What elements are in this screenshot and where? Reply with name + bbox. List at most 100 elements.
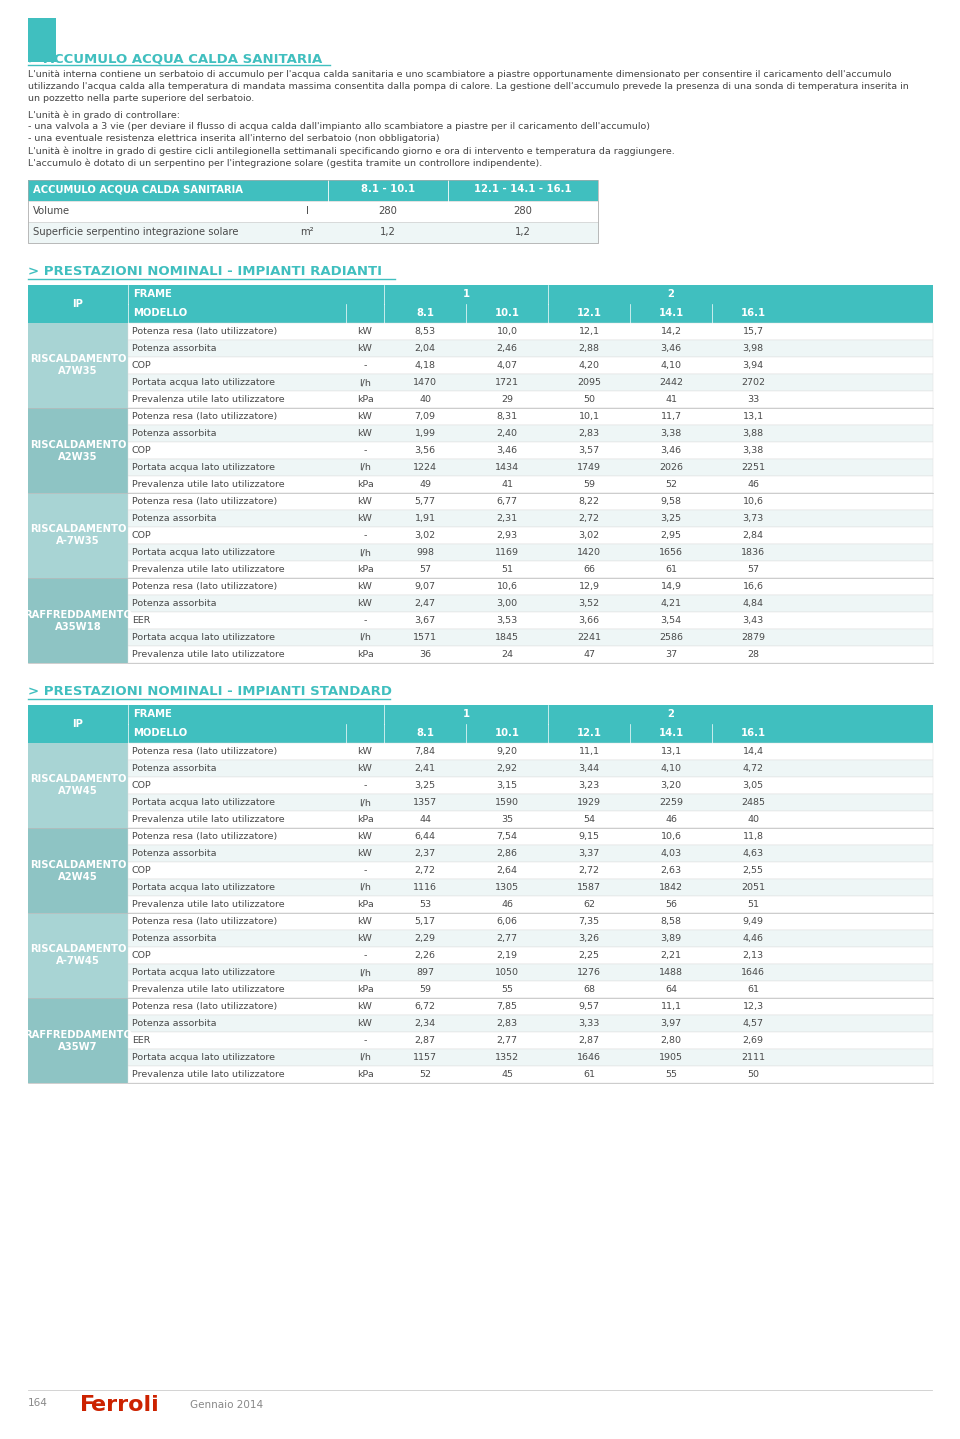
Text: 2095: 2095 (577, 378, 601, 387)
Text: 11,7: 11,7 (660, 412, 682, 422)
Text: L'unità interna contiene un serbatoio di accumulo per l'acqua calda sanitaria e : L'unità interna contiene un serbatoio di… (28, 71, 892, 79)
Text: kPa: kPa (356, 1071, 373, 1079)
Text: m²: m² (300, 227, 314, 237)
Bar (128, 425, 933, 442)
Text: 280: 280 (514, 206, 533, 216)
Text: 57: 57 (747, 566, 759, 574)
Text: 3,67: 3,67 (415, 616, 436, 625)
Text: 52: 52 (419, 1071, 431, 1079)
Text: 1157: 1157 (413, 1053, 437, 1062)
Text: l/h: l/h (359, 463, 371, 472)
Text: 10.1: 10.1 (494, 308, 519, 318)
Text: 8.1 - 10.1: 8.1 - 10.1 (361, 184, 415, 194)
Text: 50: 50 (747, 1071, 759, 1079)
Text: -: - (363, 781, 367, 790)
Text: kW: kW (357, 917, 372, 927)
Bar (128, 896, 933, 912)
Text: Potenza assorbita: Potenza assorbita (132, 1019, 217, 1027)
Text: > PRESTAZIONI NOMINALI - IMPIANTI RADIANTI: > PRESTAZIONI NOMINALI - IMPIANTI RADIAN… (28, 265, 382, 278)
Bar (28, 19, 56, 62)
Text: kPa: kPa (356, 650, 373, 659)
Text: 14,2: 14,2 (660, 327, 682, 335)
Text: 1: 1 (463, 289, 469, 299)
Text: 8,31: 8,31 (496, 412, 517, 422)
Text: 2,25: 2,25 (579, 951, 599, 960)
Text: 3,23: 3,23 (578, 781, 600, 790)
Text: 10.1: 10.1 (494, 728, 519, 738)
Text: 1,2: 1,2 (380, 227, 396, 237)
Text: COP: COP (132, 866, 152, 875)
Text: -: - (363, 866, 367, 875)
Text: RISCALDAMENTO: RISCALDAMENTO (30, 439, 127, 449)
Text: 61: 61 (583, 1071, 595, 1079)
Text: 1420: 1420 (577, 548, 601, 557)
Text: Potenza resa (lato utilizzatore): Potenza resa (lato utilizzatore) (132, 832, 277, 840)
Text: 3,25: 3,25 (415, 781, 436, 790)
Text: -: - (363, 1036, 367, 1045)
Text: Volume: Volume (33, 206, 70, 216)
Text: 2,83: 2,83 (579, 429, 600, 437)
Text: 4,03: 4,03 (660, 849, 682, 858)
Text: -: - (363, 531, 367, 540)
Text: 9,20: 9,20 (496, 747, 517, 755)
Text: 2,29: 2,29 (415, 934, 436, 943)
Text: 3,25: 3,25 (660, 514, 682, 522)
Text: 7,54: 7,54 (496, 832, 517, 840)
Text: 2: 2 (667, 709, 675, 720)
Text: 12.1: 12.1 (577, 308, 602, 318)
Text: 2,26: 2,26 (415, 951, 436, 960)
Bar (128, 812, 933, 827)
Text: 3,26: 3,26 (579, 934, 600, 943)
Text: Prevalenza utile lato utilizzatore: Prevalenza utile lato utilizzatore (132, 1071, 284, 1079)
Bar (128, 879, 933, 896)
Bar (128, 862, 933, 879)
Bar (28, 578, 128, 663)
Text: kW: kW (357, 327, 372, 335)
Bar (128, 845, 933, 862)
Text: 2442: 2442 (659, 378, 683, 387)
Text: 41: 41 (665, 394, 677, 404)
Text: kW: kW (357, 1019, 372, 1027)
Bar (128, 391, 933, 409)
Text: MODELLO: MODELLO (133, 728, 187, 738)
Text: A35W18: A35W18 (55, 622, 102, 632)
Bar (128, 1066, 933, 1084)
Text: IP: IP (73, 299, 84, 309)
Bar (128, 494, 933, 509)
Text: kW: kW (357, 599, 372, 609)
Text: 4,21: 4,21 (660, 599, 682, 609)
Text: 2,72: 2,72 (579, 514, 599, 522)
Text: 1590: 1590 (495, 799, 519, 807)
Text: kW: kW (357, 832, 372, 840)
Text: 12,1: 12,1 (579, 327, 599, 335)
Text: l/h: l/h (359, 1053, 371, 1062)
Text: COP: COP (132, 531, 152, 540)
Text: 14.1: 14.1 (659, 308, 684, 318)
Text: A2W45: A2W45 (59, 872, 98, 882)
Text: 40: 40 (419, 394, 431, 404)
Text: 2259: 2259 (659, 799, 683, 807)
Text: Portata acqua lato utilizzatore: Portata acqua lato utilizzatore (132, 884, 275, 892)
Text: 24: 24 (501, 650, 513, 659)
Text: -: - (363, 616, 367, 625)
Text: -: - (363, 446, 367, 455)
Text: 61: 61 (665, 566, 677, 574)
Text: A7W45: A7W45 (59, 787, 98, 797)
Text: Portata acqua lato utilizzatore: Portata acqua lato utilizzatore (132, 1053, 275, 1062)
Text: l: l (305, 206, 308, 216)
Text: 2026: 2026 (659, 463, 683, 472)
Text: 2,87: 2,87 (579, 1036, 599, 1045)
Bar (28, 912, 128, 999)
Text: Potenza resa (lato utilizzatore): Potenza resa (lato utilizzatore) (132, 496, 277, 507)
Text: 2,93: 2,93 (496, 531, 517, 540)
Bar (128, 527, 933, 544)
Text: 1,2: 1,2 (516, 227, 531, 237)
Text: 7,84: 7,84 (415, 747, 436, 755)
Text: 2051: 2051 (741, 884, 765, 892)
Text: 3,43: 3,43 (742, 616, 763, 625)
Text: un pozzetto nella parte superiore del serbatoio.: un pozzetto nella parte superiore del se… (28, 94, 254, 104)
Bar (128, 629, 933, 646)
Text: 8.1: 8.1 (416, 728, 434, 738)
Text: 2: 2 (667, 289, 675, 299)
Bar (128, 459, 933, 476)
